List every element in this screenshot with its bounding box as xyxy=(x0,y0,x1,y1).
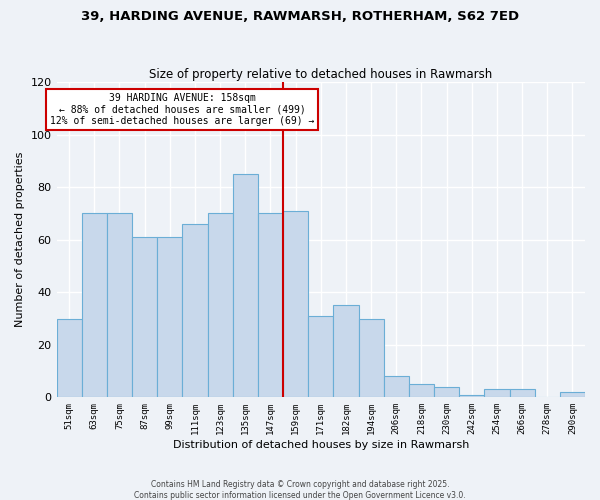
Bar xyxy=(409,384,434,398)
Bar xyxy=(308,316,334,398)
Bar xyxy=(283,211,308,398)
Bar xyxy=(82,214,107,398)
Bar xyxy=(208,214,233,398)
Bar xyxy=(56,318,82,398)
Y-axis label: Number of detached properties: Number of detached properties xyxy=(15,152,25,328)
Bar xyxy=(182,224,208,398)
Text: 39 HARDING AVENUE: 158sqm
← 88% of detached houses are smaller (499)
12% of semi: 39 HARDING AVENUE: 158sqm ← 88% of detac… xyxy=(50,92,314,126)
Bar xyxy=(258,214,283,398)
Bar xyxy=(132,237,157,398)
Text: 39, HARDING AVENUE, RAWMARSH, ROTHERHAM, S62 7ED: 39, HARDING AVENUE, RAWMARSH, ROTHERHAM,… xyxy=(81,10,519,23)
Bar xyxy=(509,390,535,398)
Text: Contains HM Land Registry data © Crown copyright and database right 2025.
Contai: Contains HM Land Registry data © Crown c… xyxy=(134,480,466,500)
X-axis label: Distribution of detached houses by size in Rawmarsh: Distribution of detached houses by size … xyxy=(173,440,469,450)
Bar xyxy=(157,237,182,398)
Bar xyxy=(434,387,459,398)
Bar xyxy=(233,174,258,398)
Bar xyxy=(459,394,484,398)
Title: Size of property relative to detached houses in Rawmarsh: Size of property relative to detached ho… xyxy=(149,68,493,81)
Bar xyxy=(107,214,132,398)
Bar xyxy=(560,392,585,398)
Bar xyxy=(383,376,409,398)
Bar xyxy=(484,390,509,398)
Bar xyxy=(359,318,383,398)
Bar xyxy=(334,306,359,398)
